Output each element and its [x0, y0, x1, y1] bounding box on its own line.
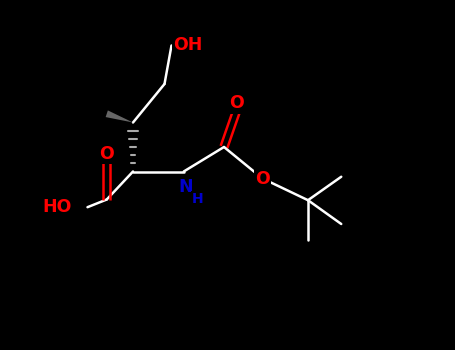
Polygon shape — [106, 111, 133, 122]
Text: N: N — [178, 178, 193, 196]
Text: HO: HO — [42, 198, 72, 216]
Text: H: H — [192, 192, 203, 206]
Text: OH: OH — [173, 36, 202, 55]
Text: O: O — [229, 94, 243, 112]
Text: O: O — [99, 145, 114, 163]
Text: O: O — [255, 169, 270, 188]
